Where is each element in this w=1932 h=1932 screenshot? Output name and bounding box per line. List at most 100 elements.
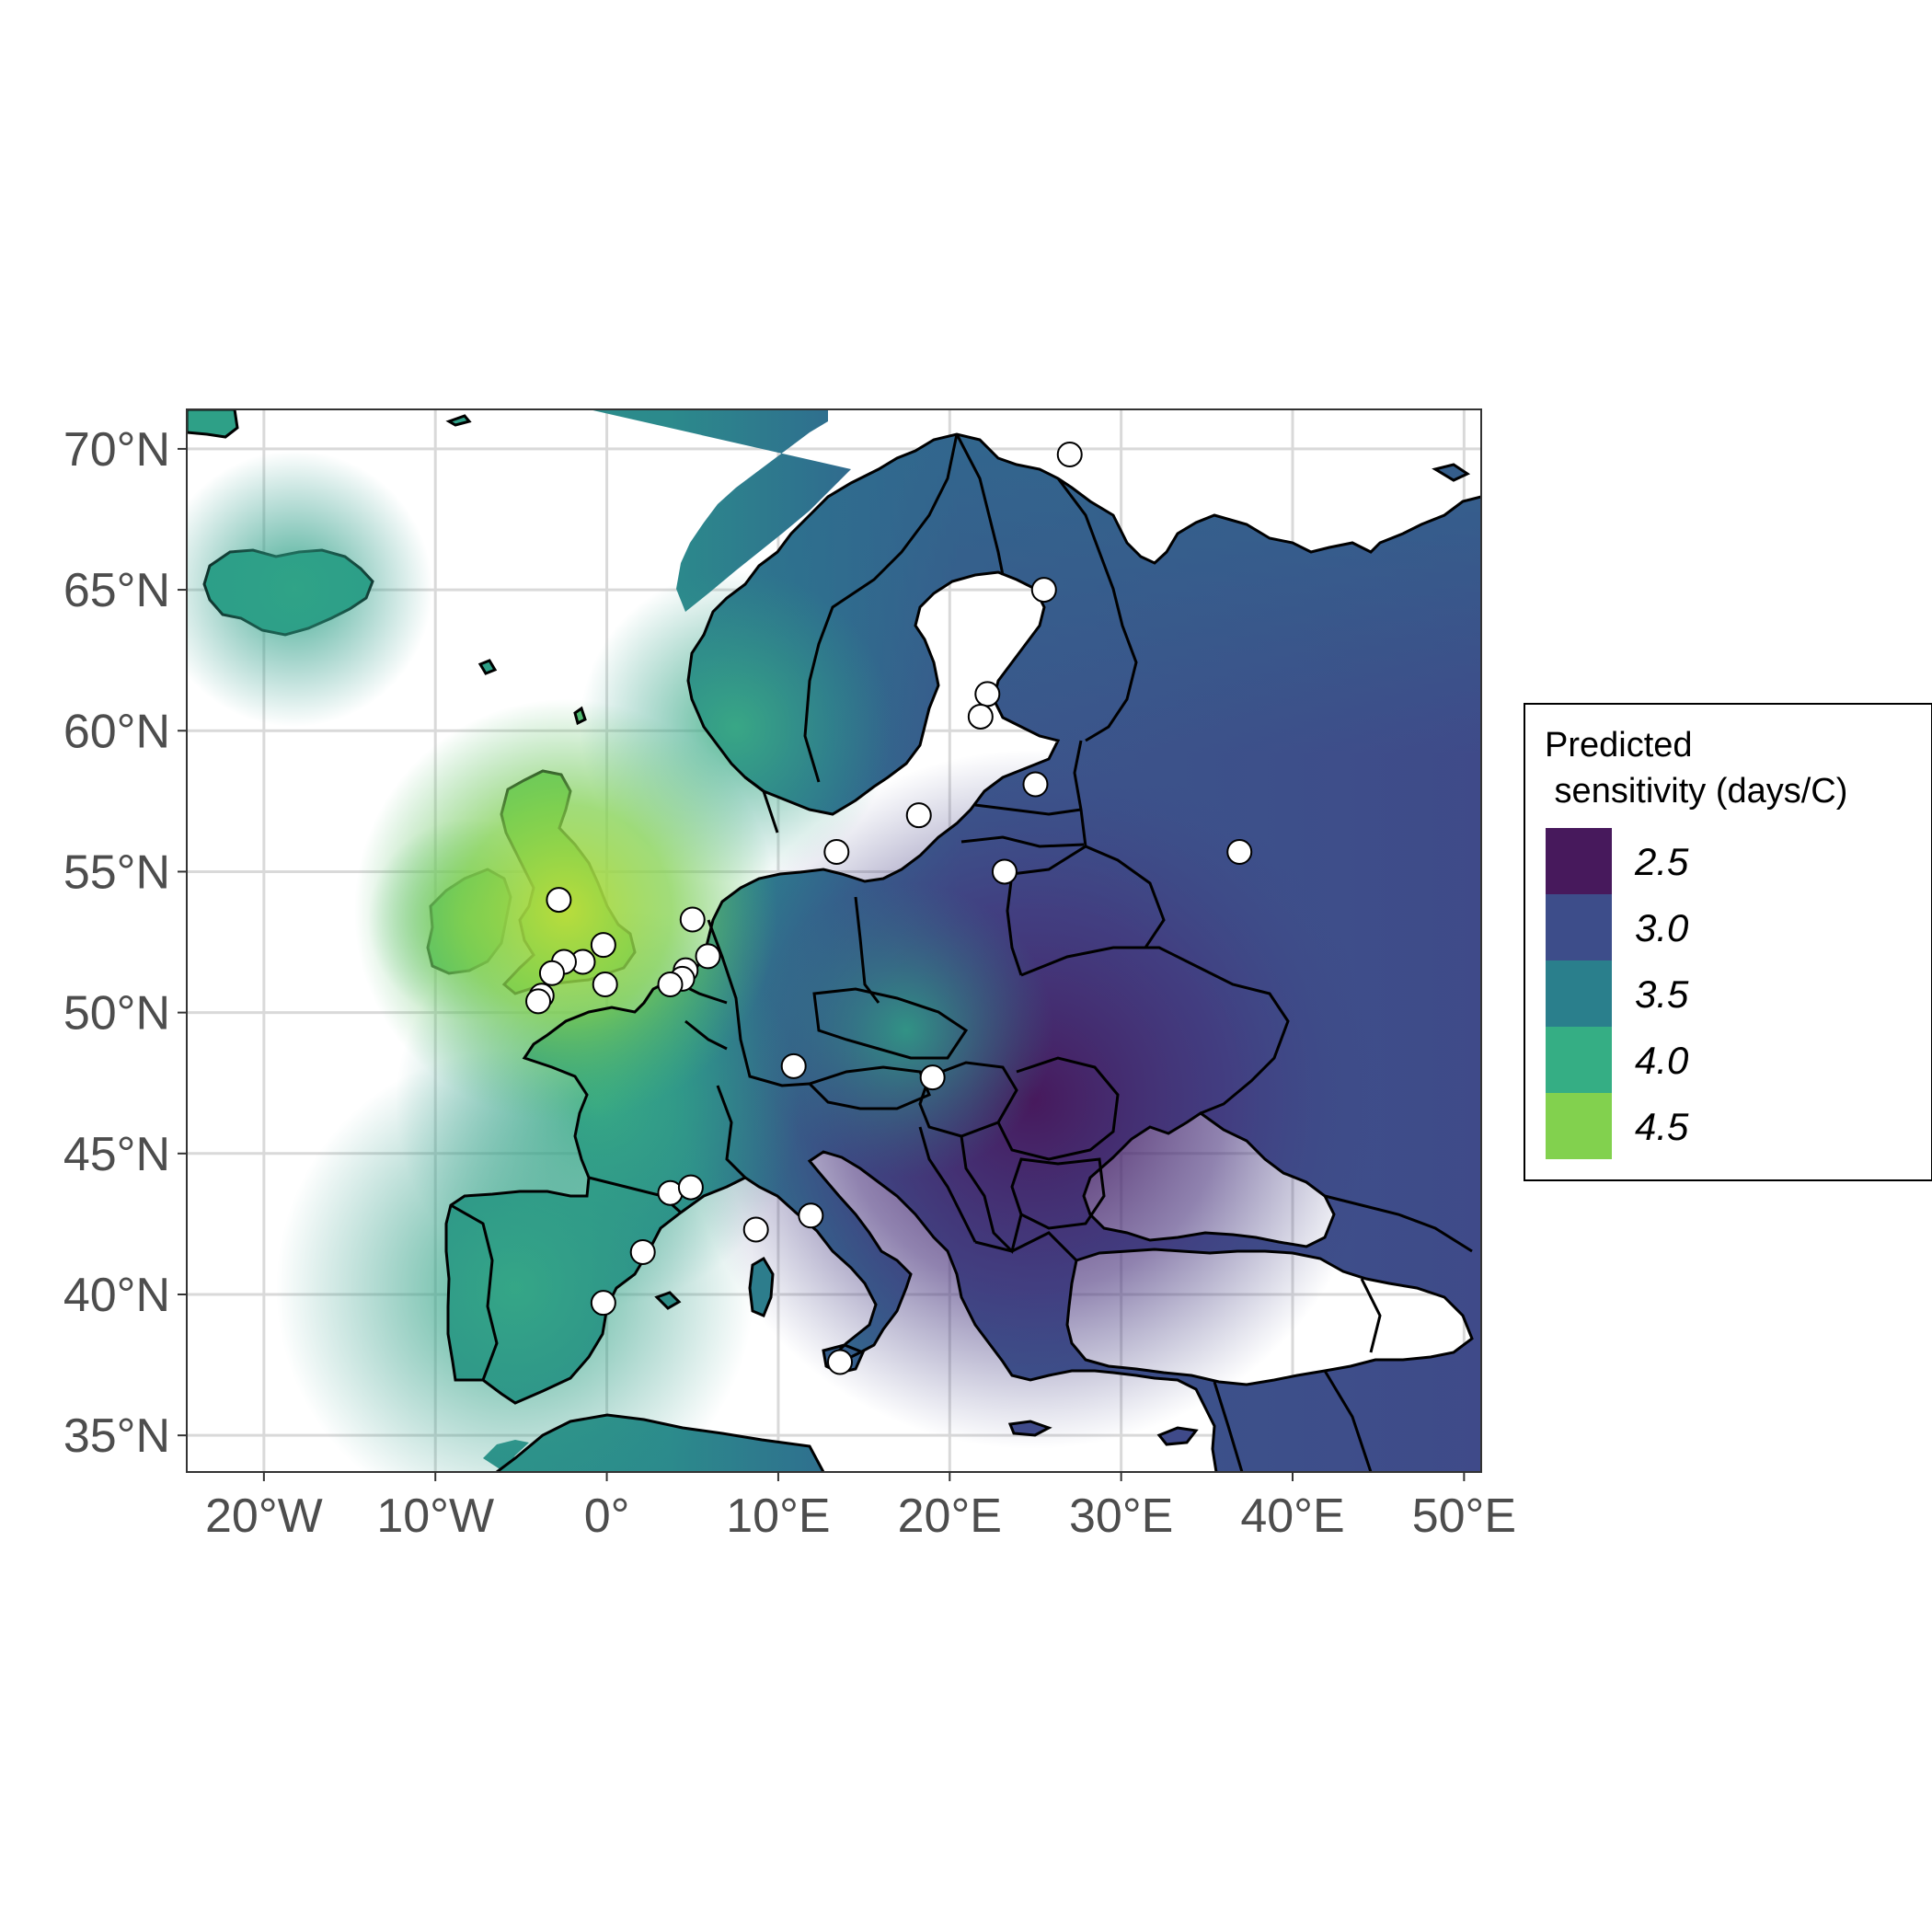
y-tick-label: 40°N [63, 1269, 170, 1322]
border-spain-portugal [450, 1203, 499, 1381]
y-tick-label: 65°N [63, 564, 170, 617]
site-point [827, 1349, 854, 1375]
legend-key-label: 4.0 [1635, 1039, 1689, 1082]
legend-key-label: 3.0 [1635, 906, 1689, 949]
site-point [657, 971, 684, 997]
site-point [592, 971, 618, 997]
site-point [590, 932, 616, 959]
site-points [525, 442, 1253, 1375]
legend-key-swatch [1546, 894, 1612, 960]
x-tick-label: 50°E [1412, 1489, 1516, 1543]
y-tick-label: 45°N [63, 1128, 170, 1181]
legend-title-line1: Predicted [1545, 726, 1693, 765]
legend-entries: 2.5 3.0 3.5 4.0 4.5 [1546, 828, 1689, 1159]
border-denmark [744, 776, 779, 834]
border-romania [996, 1056, 1120, 1161]
site-point [991, 858, 1018, 885]
legend-key-swatch [1546, 1093, 1612, 1159]
site-point [967, 703, 994, 730]
legend-key-swatch [1546, 1027, 1612, 1093]
border-latvia-lithuania [960, 835, 1085, 848]
site-point [1226, 838, 1253, 865]
country-borders [444, 432, 1481, 1472]
jan-mayen-fragment [445, 414, 472, 427]
anatolia-outline [1065, 1248, 1474, 1386]
border-greece [974, 1231, 1078, 1262]
site-point [1056, 442, 1083, 468]
site-point [546, 887, 572, 914]
site-point [679, 906, 706, 933]
border-france-italy [716, 1085, 747, 1179]
x-tick-label: 20°E [898, 1489, 1002, 1543]
border-austria [807, 1065, 931, 1110]
y-tick-label: 35°N [63, 1409, 170, 1463]
greenland-fragment [187, 409, 239, 439]
site-point [1030, 577, 1057, 604]
border-belarus [1011, 845, 1166, 949]
y-axis: 35°N 40°N 45°N 50°N 55°N 60°N 65°N 70°N [63, 423, 187, 1463]
uk-hotspot [354, 699, 777, 1122]
legend-key-swatch [1546, 960, 1612, 1027]
x-tick-label: 0° [584, 1489, 630, 1543]
border-estonia-latvia [974, 803, 1082, 816]
iberia-hotspot [276, 1049, 754, 1472]
legend-key-label: 3.5 [1635, 972, 1689, 1016]
site-point [677, 1174, 704, 1201]
border-bulgaria [1010, 1157, 1106, 1230]
site-point [629, 1239, 656, 1266]
legend-key-swatch [1546, 828, 1612, 894]
land-layer [187, 409, 1481, 1472]
site-point [590, 1290, 616, 1317]
mallorca [654, 1291, 682, 1310]
border-sweden-finland [955, 433, 1005, 576]
coastline-outline [444, 432, 1481, 1472]
north-africa-outline [496, 1413, 825, 1472]
legend-title-line2: sensitivity (days/C) [1545, 772, 1847, 811]
black-sea-outline [1082, 1111, 1336, 1248]
site-point [798, 1202, 824, 1229]
x-tick-label: 40°E [1240, 1489, 1344, 1543]
border-turkey-east [1213, 1278, 1382, 1472]
x-axis: 20°W 10°W 0° 10°E 20°E 30°E 40°E 50°E [205, 1472, 1516, 1543]
y-tick-label: 70°N [63, 423, 170, 477]
border-ukraine [1020, 946, 1290, 1115]
site-point [919, 1064, 946, 1091]
site-point [538, 960, 565, 986]
border-finland-russia [1056, 477, 1138, 742]
site-point [905, 802, 932, 829]
sardinia [748, 1256, 775, 1317]
site-point [974, 681, 1001, 707]
border-baltics-russia [1073, 740, 1087, 847]
shetland-fragment [573, 706, 587, 726]
border-russia-caucasus [1324, 1194, 1473, 1253]
x-tick-label: 10°W [376, 1489, 494, 1543]
site-point [823, 838, 850, 865]
faroe-fragment [477, 659, 498, 675]
legend-key-label: 2.5 [1634, 840, 1689, 883]
x-tick-label: 20°W [205, 1489, 323, 1543]
border-norway-sweden [803, 433, 959, 783]
site-point [742, 1216, 769, 1243]
islands [187, 409, 1471, 1446]
iceland-hotspot [187, 451, 432, 727]
crete [1007, 1420, 1052, 1437]
novaya-zemlya-fragment [1432, 463, 1471, 482]
site-point [780, 1052, 807, 1079]
legend: Predicted sensitivity (days/C) 2.5 3.0 3.5… [1524, 703, 1932, 1181]
border-germany-west [707, 919, 811, 1087]
x-tick-label: 30°E [1069, 1489, 1173, 1543]
y-tick-label: 60°N [63, 705, 170, 758]
y-tick-label: 55°N [63, 845, 170, 899]
border-czechia [812, 987, 969, 1060]
border-poland-belarus [1006, 873, 1023, 976]
x-tick-label: 10°E [726, 1489, 830, 1543]
legend-key-label: 4.5 [1635, 1105, 1689, 1148]
site-point [1022, 771, 1049, 798]
site-point [695, 943, 721, 970]
map-panel-border [186, 408, 1482, 1473]
border-balkans [918, 1126, 1023, 1254]
cyprus [1156, 1426, 1199, 1446]
site-point [525, 988, 552, 1015]
y-tick-label: 50°N [63, 987, 170, 1041]
